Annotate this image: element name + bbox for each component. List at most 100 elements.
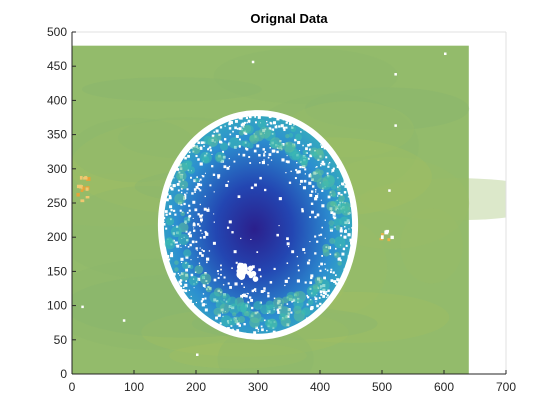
speckle bbox=[344, 230, 347, 233]
speckle bbox=[190, 295, 192, 297]
speckle bbox=[229, 133, 232, 136]
speckle bbox=[200, 274, 206, 280]
speckle bbox=[346, 263, 348, 265]
speckle bbox=[268, 115, 272, 119]
speckle bbox=[267, 292, 270, 295]
speckle bbox=[278, 125, 281, 128]
speckle bbox=[321, 160, 325, 164]
speckle bbox=[307, 319, 310, 322]
speckle bbox=[197, 158, 200, 161]
speckle bbox=[309, 216, 312, 219]
speckle bbox=[208, 250, 211, 252]
x-tick-label: 500 bbox=[372, 380, 392, 394]
speckle bbox=[294, 177, 297, 180]
speckle bbox=[251, 306, 254, 310]
speckle bbox=[276, 150, 279, 154]
speckle bbox=[228, 157, 230, 160]
speckle bbox=[181, 261, 190, 270]
speckle bbox=[187, 245, 190, 248]
speckle bbox=[165, 213, 168, 216]
speckle bbox=[294, 133, 302, 141]
speckle bbox=[180, 271, 190, 281]
speckle bbox=[309, 143, 312, 146]
speckle bbox=[182, 286, 185, 288]
speckle bbox=[311, 151, 318, 158]
speckle bbox=[277, 310, 281, 314]
speckle bbox=[293, 298, 304, 309]
plot-area bbox=[72, 45, 506, 374]
speckle bbox=[245, 116, 249, 120]
speckle bbox=[81, 187, 84, 191]
speckle bbox=[228, 127, 232, 130]
speckle bbox=[209, 292, 221, 303]
speckle bbox=[300, 131, 302, 133]
speckle bbox=[314, 235, 317, 238]
speckle bbox=[194, 191, 196, 193]
speckle bbox=[296, 170, 300, 174]
speckle bbox=[309, 240, 311, 243]
speckle bbox=[322, 162, 326, 166]
speckle bbox=[281, 158, 285, 162]
speckle bbox=[270, 159, 273, 161]
speckle bbox=[315, 194, 319, 199]
speckle bbox=[255, 326, 258, 330]
speckle bbox=[208, 147, 210, 149]
speckle bbox=[228, 165, 231, 168]
speckle bbox=[193, 227, 195, 229]
speckle bbox=[203, 145, 205, 147]
speckle bbox=[191, 303, 195, 306]
speckle bbox=[177, 230, 182, 236]
speckle bbox=[280, 124, 284, 128]
speckle bbox=[182, 160, 192, 170]
speckle bbox=[195, 247, 198, 250]
speckle bbox=[197, 213, 200, 216]
speckle bbox=[178, 280, 181, 283]
speckle bbox=[204, 172, 207, 174]
speckle bbox=[273, 297, 276, 300]
speckle bbox=[329, 253, 332, 256]
speckle bbox=[328, 189, 336, 197]
speckle bbox=[209, 149, 212, 152]
speckle bbox=[184, 289, 188, 293]
x-tick-label: 100 bbox=[124, 380, 144, 394]
speckle bbox=[199, 218, 203, 222]
speckle bbox=[259, 275, 262, 278]
speckle bbox=[350, 241, 353, 245]
speckle bbox=[205, 285, 212, 293]
speckle bbox=[180, 187, 183, 190]
speckle bbox=[263, 290, 266, 292]
speckle bbox=[217, 174, 221, 178]
speckle bbox=[213, 278, 217, 282]
speckle bbox=[197, 223, 200, 226]
speckle bbox=[197, 277, 201, 281]
speckle bbox=[195, 240, 198, 243]
speckle bbox=[290, 311, 293, 314]
speckle bbox=[189, 299, 193, 302]
speckle bbox=[211, 134, 215, 138]
speckle bbox=[170, 187, 174, 191]
speckle bbox=[320, 233, 323, 236]
speckle bbox=[329, 271, 332, 274]
speckle bbox=[394, 73, 397, 76]
speckle bbox=[177, 272, 180, 275]
speckle bbox=[83, 176, 88, 180]
speckle bbox=[340, 193, 343, 197]
speckle bbox=[320, 307, 324, 311]
speckle bbox=[310, 190, 314, 193]
speckle bbox=[390, 235, 394, 240]
speckle bbox=[330, 279, 332, 281]
speckle bbox=[306, 294, 309, 297]
speckle bbox=[217, 273, 219, 275]
speckle bbox=[234, 126, 237, 130]
speckle bbox=[304, 168, 307, 171]
speckle bbox=[171, 253, 173, 255]
dish-speckles bbox=[162, 115, 356, 338]
speckle bbox=[192, 223, 196, 227]
speckle bbox=[178, 180, 181, 183]
speckle bbox=[322, 248, 327, 253]
speckle bbox=[191, 192, 194, 195]
speckle bbox=[308, 148, 312, 151]
speckle bbox=[201, 303, 205, 307]
